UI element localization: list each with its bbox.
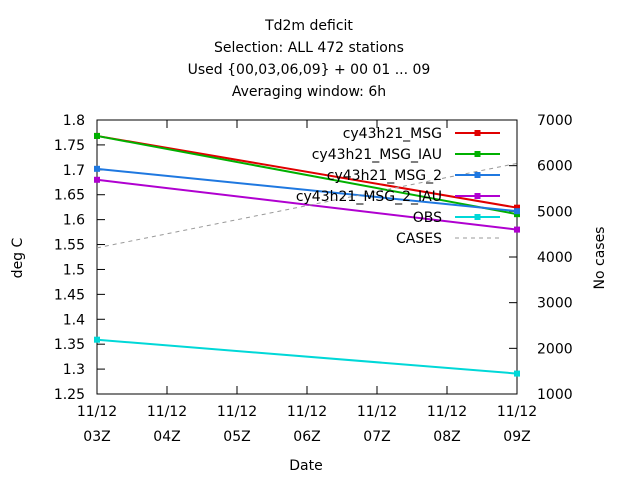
- y-tick-label: 1.25: [54, 387, 85, 403]
- y2-tick-label: 4000: [537, 250, 573, 266]
- x-tick-label-date: 11/12: [287, 404, 327, 420]
- y2-tick-label: 7000: [537, 113, 573, 129]
- x-tick-label-hour: 08Z: [433, 429, 460, 445]
- chart-subtitle-used: Used {00,03,06,09} + 00 01 ... 09: [187, 62, 431, 78]
- y-tick-label: 1.3: [63, 362, 85, 378]
- data-point-cy43h21-msg-iau: [94, 132, 100, 139]
- y-tick-label: 1.45: [54, 287, 85, 303]
- y2-tick-label: 3000: [537, 296, 573, 312]
- data-point-obs: [514, 370, 520, 377]
- chart-subtitle-window: Averaging window: 6h: [231, 84, 387, 100]
- data-point-cy43h21-msg: [514, 204, 520, 211]
- x-tick-label-date: 11/12: [77, 404, 117, 420]
- series-line-cy43h21-msg-iau: [96, 134, 518, 216]
- y2-axis-label: No cases: [592, 227, 608, 290]
- chart-subtitle-selection: Selection: ALL 472 stations: [214, 40, 404, 56]
- legend-label-cy43h21-msg-2: cy43h21_MSG_2: [327, 168, 442, 184]
- legend-marker-cy43h21-msg-2: [474, 172, 481, 178]
- y-tick-label: 1.7: [63, 163, 85, 179]
- y-axis-label: deg C: [10, 237, 26, 278]
- y-tick-label: 1.5: [63, 262, 85, 278]
- legend-label-cases: CASES: [396, 231, 442, 247]
- y-tick-label: 1.8: [63, 113, 85, 129]
- legend-marker-cy43h21-msg-iau: [474, 151, 481, 157]
- data-point-cy43h21-msg-2: [514, 208, 520, 215]
- series-line-cy43h21-msg: [96, 134, 518, 209]
- data-point-cy43h21-msg-2: [94, 165, 100, 172]
- series-line-cy43h21-msg-2: [96, 167, 518, 213]
- x-tick-label-date: 11/12: [147, 404, 187, 420]
- y-tick-label: 1.6: [63, 213, 85, 229]
- x-tick-label-hour: 04Z: [153, 429, 180, 445]
- y-tick-label: 1.4: [63, 312, 85, 328]
- x-tick-label-hour: 07Z: [363, 429, 390, 445]
- legend-label-cy43h21-msg: cy43h21_MSG: [343, 126, 442, 142]
- legend-marker-obs: [474, 214, 481, 220]
- y-tick-label: 1.75: [54, 138, 85, 154]
- series-line-cy43h21-msg-2-iau: [96, 178, 518, 231]
- data-point-cy43h21-msg-2-iau: [514, 226, 520, 233]
- x-tick-label-date: 11/12: [427, 404, 467, 420]
- x-tick-label-hour: 03Z: [83, 429, 110, 445]
- legend-label-cy43h21-msg-2-iau: cy43h21_MSG_2_IAU: [296, 189, 442, 205]
- y-tick-label: 1.55: [54, 238, 85, 254]
- data-point-obs: [94, 336, 100, 343]
- y2-tick-label: 6000: [537, 159, 573, 175]
- y-tick-label: 1.65: [54, 188, 85, 204]
- legend-label-cy43h21-msg-iau: cy43h21_MSG_IAU: [312, 147, 442, 163]
- legend-label-obs: OBS: [413, 210, 442, 226]
- x-tick-label-date: 11/12: [357, 404, 397, 420]
- x-axis-label: Date: [289, 458, 322, 474]
- data-point-cy43h21-msg-2-iau: [94, 176, 100, 183]
- x-tick-label-date: 11/12: [497, 404, 537, 420]
- x-tick-label-date: 11/12: [217, 404, 257, 420]
- legend-marker-cy43h21-msg: [474, 130, 481, 136]
- chart-title: Td2m deficit: [265, 18, 353, 34]
- x-tick-label-hour: 09Z: [503, 429, 530, 445]
- plot-border: [96, 119, 518, 395]
- x-tick-label-hour: 05Z: [223, 429, 250, 445]
- y2-tick-label: 5000: [537, 204, 573, 220]
- legend-marker-cy43h21-msg-2-iau: [474, 193, 481, 199]
- series-line-obs: [96, 338, 518, 375]
- x-tick-label-hour: 06Z: [293, 429, 320, 445]
- y2-tick-label: 1000: [537, 387, 573, 403]
- y-tick-label: 1.35: [54, 337, 85, 353]
- y2-tick-label: 2000: [537, 341, 573, 357]
